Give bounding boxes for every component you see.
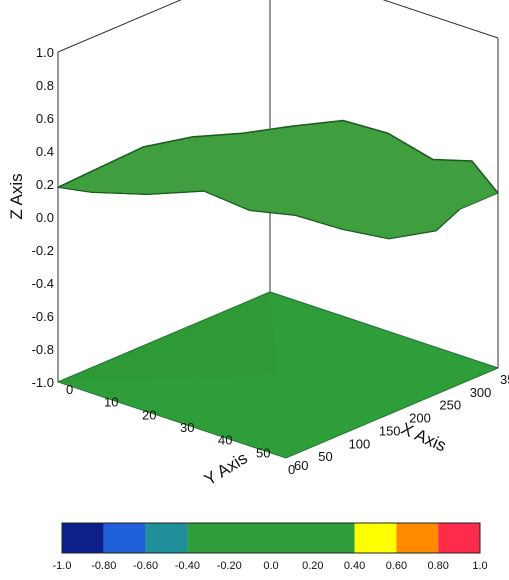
floor-projection-plane [56, 291, 500, 459]
z-axis-title: Z Axis [7, 173, 26, 219]
colorbar-frame [61, 522, 481, 554]
box-edge-top-left [57, 0, 182, 53]
x-tick-label: 350 [500, 372, 509, 387]
y-tick-label: 60 [294, 458, 308, 473]
colorbar-segment [396, 523, 439, 553]
colorbar-segment [438, 523, 480, 553]
z-tick-label: -0.4 [32, 276, 54, 291]
colorbar-label: 1.0 [472, 560, 487, 572]
z-tick-label: -0.8 [32, 342, 54, 357]
colorbar-label: 0.0 [263, 560, 278, 572]
x-tick-label: 250 [439, 398, 461, 413]
y-tick-label: 10 [104, 395, 118, 410]
floor-shade [58, 292, 278, 382]
y-tick-label: 40 [218, 433, 232, 448]
z-tick-label: 1.0 [36, 45, 54, 60]
surface-front-edge [57, 186, 461, 240]
y-tick-label: 30 [180, 420, 194, 435]
floor-projection [56, 291, 500, 459]
colorbar-segment [62, 523, 104, 553]
z-tick-label: -0.2 [32, 243, 54, 258]
colorbar-label: 0.80 [427, 560, 448, 572]
colorbar-segment [103, 523, 146, 553]
colorbar-segment [145, 523, 188, 553]
colorbar-segment [354, 523, 397, 553]
colorbar-segment [187, 523, 355, 553]
tick-labels: -1.0 -0.8 -0.6 -0.4 -0.2 0.0 0.2 0.4 0.6 0.8 1.0 0 5… [32, 45, 509, 477]
surface-sheet [56, 119, 499, 240]
x-tick-label: 50 [318, 449, 332, 464]
z-tick-label: 0.6 [36, 111, 54, 126]
colorbar-label: 0.40 [344, 560, 365, 572]
y-axis-title: Y Axis [201, 448, 251, 489]
z-tick-label: 0.0 [36, 210, 54, 225]
colorbar: -1.0 -0.80 -0.60 -0.40 -0.20 0.0 0.20 0.40 0.60 0… [53, 522, 488, 572]
z-tick-label: 0.8 [36, 78, 54, 93]
box-edge-top-right [382, 0, 499, 39]
colorbar-label: -0.80 [91, 560, 116, 572]
colorbar-label: -0.40 [175, 560, 200, 572]
z-tick-label: -1.0 [32, 375, 54, 390]
x-tick-label: 0 [288, 462, 295, 477]
y-tick-label: 20 [142, 407, 156, 422]
y-tick-label: 50 [256, 445, 270, 460]
colorbar-label: -1.0 [53, 560, 72, 572]
x-tick-label: 150 [379, 423, 401, 438]
y-tick-label: 0 [66, 382, 73, 397]
z-tick-label: 0.4 [36, 144, 54, 159]
colorbar-label: -0.20 [217, 560, 242, 572]
x-tick-label: 200 [409, 411, 431, 426]
surface-back-edge [57, 119, 499, 194]
surface [56, 119, 499, 240]
z-tick-label: -0.6 [32, 309, 54, 324]
colorbar-label: 0.20 [302, 560, 323, 572]
z-tick-label: 0.2 [36, 177, 54, 192]
colorbar-label: 0.60 [386, 560, 407, 572]
x-tick-label: 300 [470, 385, 492, 400]
colorbar-label: -0.60 [133, 560, 158, 572]
x-tick-label: 100 [349, 436, 371, 451]
